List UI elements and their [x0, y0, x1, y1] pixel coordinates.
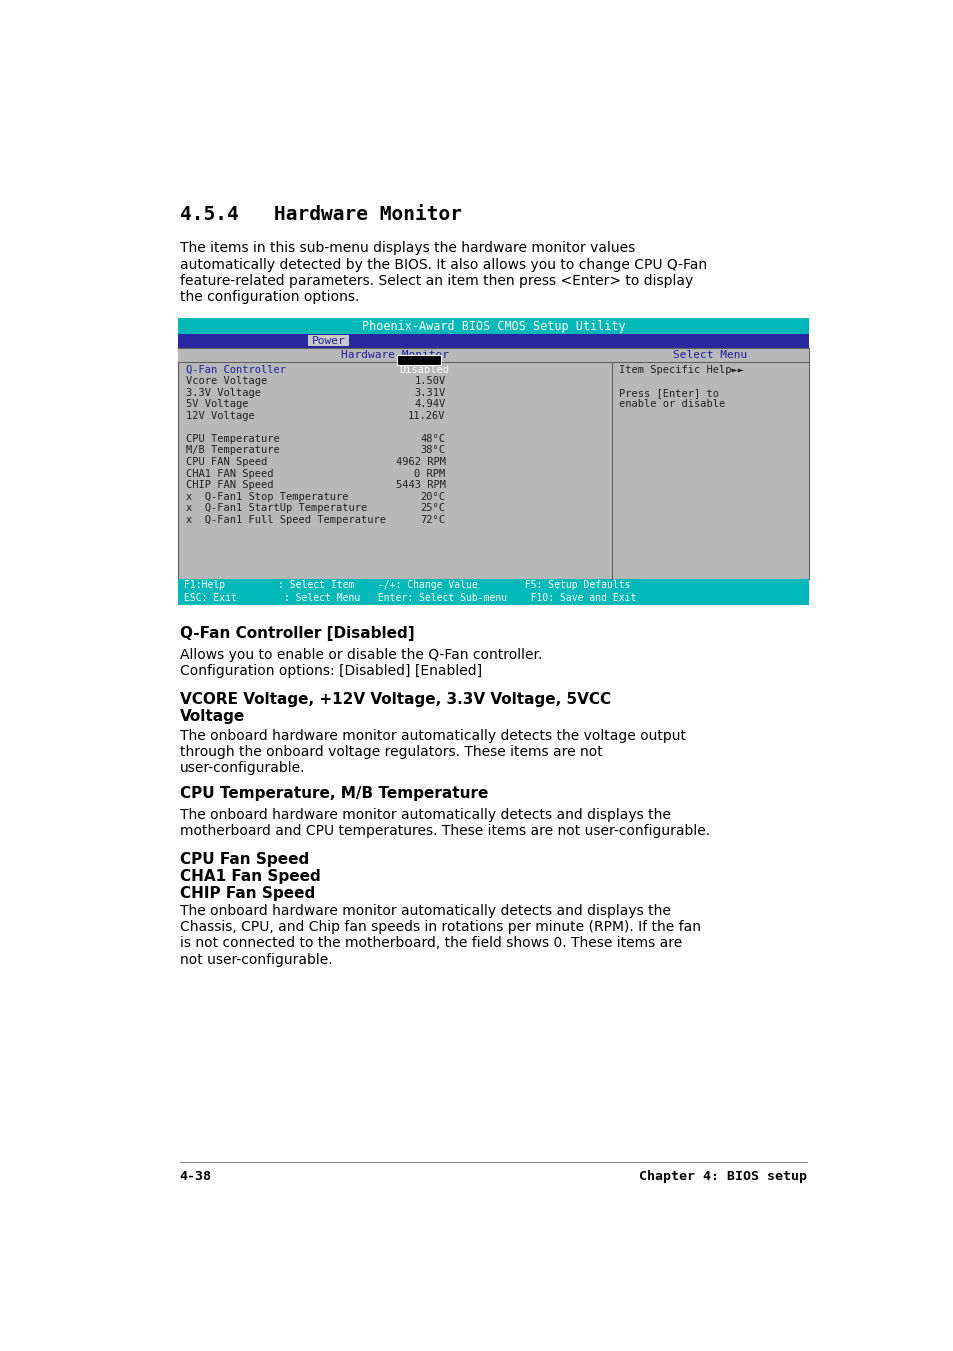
Text: ESC: Exit        : Select Menu   Enter: Select Sub-menu    F10: Save and Exit: ESC: Exit : Select Menu Enter: Select Su…: [184, 593, 636, 604]
Text: Phoenix-Award BIOS CMOS Setup Utility: Phoenix-Award BIOS CMOS Setup Utility: [361, 320, 625, 332]
Bar: [178, 347, 808, 362]
Text: M/B Temperature: M/B Temperature: [186, 446, 279, 455]
Text: 72°C: 72°C: [420, 515, 445, 524]
Text: CPU Temperature: CPU Temperature: [186, 434, 279, 444]
Text: Item Specific Help►►

Press [Enter] to
enable or disable: Item Specific Help►► Press [Enter] to en…: [618, 365, 743, 409]
Text: 12V Voltage: 12V Voltage: [186, 411, 254, 420]
Text: Chapter 4: BIOS setup: Chapter 4: BIOS setup: [639, 1170, 806, 1183]
Text: 4962 RPM: 4962 RPM: [395, 457, 445, 467]
Bar: [178, 578, 808, 592]
Bar: [397, 355, 440, 365]
Text: Q-Fan Controller: Q-Fan Controller: [186, 365, 286, 374]
Text: CHIP FAN Speed: CHIP FAN Speed: [186, 480, 274, 490]
Text: CHA1 FAN Speed: CHA1 FAN Speed: [186, 469, 274, 478]
Text: VCORE Voltage, +12V Voltage, 3.3V Voltage, 5VCC
Voltage: VCORE Voltage, +12V Voltage, 3.3V Voltag…: [179, 692, 610, 724]
Bar: [308, 335, 348, 346]
Text: The onboard hardware monitor automatically detects the voltage output
through th: The onboard hardware monitor automatical…: [179, 728, 685, 775]
Text: CPU Fan Speed
CHA1 Fan Speed
CHIP Fan Speed: CPU Fan Speed CHA1 Fan Speed CHIP Fan Sp…: [179, 851, 320, 901]
Text: x  Q-Fan1 StartUp Temperature: x Q-Fan1 StartUp Temperature: [186, 503, 367, 513]
Bar: [178, 592, 808, 605]
Text: 4.5.4   Hardware Monitor: 4.5.4 Hardware Monitor: [179, 205, 461, 224]
Text: 0 RPM: 0 RPM: [414, 469, 445, 478]
Text: Disabled: Disabled: [398, 365, 449, 374]
Text: Power: Power: [312, 336, 345, 346]
Text: Select Menu: Select Menu: [673, 350, 746, 359]
Text: 5443 RPM: 5443 RPM: [395, 480, 445, 490]
Text: 20°C: 20°C: [420, 492, 445, 501]
Text: Allows you to enable or disable the Q-Fan controller.
Configuration options: [Di: Allows you to enable or disable the Q-Fa…: [179, 648, 541, 678]
Text: CPU FAN Speed: CPU FAN Speed: [186, 457, 267, 467]
Text: F1:Help         : Select Item    -/+: Change Value        F5: Setup Defaults: F1:Help : Select Item -/+: Change Value …: [184, 580, 630, 590]
Text: 48°C: 48°C: [420, 434, 445, 444]
Text: 4-38: 4-38: [179, 1170, 212, 1183]
Text: 38°C: 38°C: [420, 446, 445, 455]
Text: 3.3V Voltage: 3.3V Voltage: [186, 388, 260, 397]
Text: x  Q-Fan1 Full Speed Temperature: x Q-Fan1 Full Speed Temperature: [186, 515, 386, 524]
Text: Vcore Voltage: Vcore Voltage: [186, 376, 267, 386]
Text: 4.94V: 4.94V: [414, 400, 445, 409]
Text: The onboard hardware monitor automatically detects and displays the
Chassis, CPU: The onboard hardware monitor automatical…: [179, 904, 700, 966]
Text: Q-Fan Controller [Disabled]: Q-Fan Controller [Disabled]: [179, 627, 414, 642]
Bar: [178, 319, 808, 334]
Text: 1.50V: 1.50V: [414, 376, 445, 386]
Text: The items in this sub-menu displays the hardware monitor values
automatically de: The items in this sub-menu displays the …: [179, 242, 706, 304]
Text: CPU Temperature, M/B Temperature: CPU Temperature, M/B Temperature: [179, 786, 488, 801]
Text: x  Q-Fan1 Stop Temperature: x Q-Fan1 Stop Temperature: [186, 492, 348, 501]
Text: 11.26V: 11.26V: [408, 411, 445, 420]
Text: The onboard hardware monitor automatically detects and displays the
motherboard : The onboard hardware monitor automatical…: [179, 808, 709, 838]
Text: Hardware Monitor: Hardware Monitor: [340, 350, 448, 359]
Bar: [178, 334, 808, 347]
Bar: [178, 347, 808, 578]
Text: 5V Voltage: 5V Voltage: [186, 400, 248, 409]
Text: 25°C: 25°C: [420, 503, 445, 513]
Text: 3.31V: 3.31V: [414, 388, 445, 397]
